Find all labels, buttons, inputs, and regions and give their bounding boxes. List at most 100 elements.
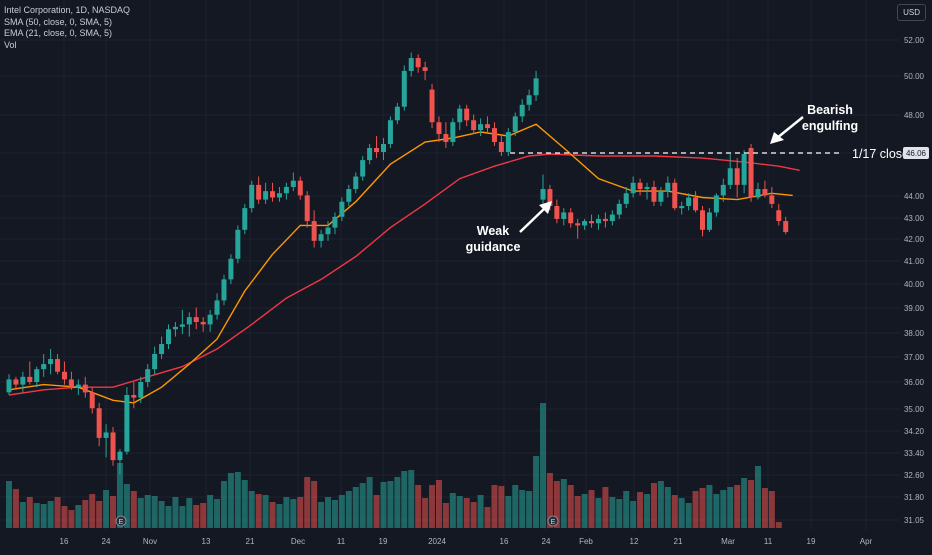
volume-bar xyxy=(456,496,463,528)
candle-body xyxy=(776,210,782,222)
candle-body xyxy=(575,223,581,226)
candle-body xyxy=(249,184,255,209)
candle-body xyxy=(665,182,671,192)
x-tick-label: 11 xyxy=(337,537,346,546)
legend-ema[interactable]: EMA (21, close, 0, SMA, 5) xyxy=(4,28,113,38)
y-tick-label: 31.80 xyxy=(904,493,925,502)
volume-bar xyxy=(172,497,179,528)
volume-bar xyxy=(588,490,595,528)
earnings-marker-icon[interactable]: E xyxy=(547,515,559,527)
volume-bar xyxy=(248,491,255,528)
volume-bar xyxy=(678,498,685,528)
legend-volume[interactable]: Vol xyxy=(4,39,17,50)
x-tick-label: Mar xyxy=(721,537,735,546)
volume-bar xyxy=(761,488,768,528)
candle-body xyxy=(145,369,151,382)
candle-body xyxy=(207,314,213,325)
volume-bar xyxy=(6,481,12,528)
candle-body xyxy=(276,193,282,198)
volume-bar xyxy=(685,503,692,528)
volume-bar xyxy=(567,485,574,528)
x-tick-label: Feb xyxy=(579,537,593,546)
volume-bar xyxy=(657,481,664,528)
volume-bar xyxy=(401,471,408,528)
currency-button[interactable]: USD xyxy=(897,4,926,21)
volume-bar xyxy=(297,497,304,528)
x-tick-label: 19 xyxy=(807,537,816,546)
candle-body xyxy=(27,376,33,382)
candle-body xyxy=(89,392,95,409)
volume-bar xyxy=(463,498,470,528)
volume-bar xyxy=(12,489,19,528)
volume-bar xyxy=(276,504,283,528)
y-tick-label: 31.05 xyxy=(904,516,925,525)
candle-body xyxy=(519,104,525,117)
candle-body xyxy=(339,201,345,217)
candle-body xyxy=(297,180,303,196)
legend-sma[interactable]: SMA (50, close, 0, SMA, 5) xyxy=(4,16,113,27)
candle-body xyxy=(727,168,733,185)
volume-bar xyxy=(123,484,130,528)
candle-body xyxy=(124,395,130,452)
candle-body xyxy=(485,124,491,129)
volume-bar xyxy=(408,470,415,528)
candle-body xyxy=(179,324,185,327)
volume-bar xyxy=(96,501,103,528)
candle-body xyxy=(595,218,601,224)
candle-body xyxy=(346,189,352,202)
weak-annotation-line2: guidance xyxy=(466,240,521,254)
candle-body xyxy=(713,195,719,213)
x-tick-label: 12 xyxy=(630,537,639,546)
volume-bar xyxy=(68,510,75,528)
candle-body xyxy=(526,95,532,105)
price-axis[interactable]: 52.0050.0048.0046.0044.0043.0042.0041.00… xyxy=(904,36,925,525)
volume-bar xyxy=(512,485,519,528)
volume-bar xyxy=(241,480,248,528)
candle-body xyxy=(679,205,685,209)
candle-body xyxy=(200,321,206,325)
candle-body xyxy=(172,326,178,330)
candle-body xyxy=(589,221,595,224)
price-label-box xyxy=(903,147,929,159)
volume-bar xyxy=(713,494,720,528)
candle-body xyxy=(256,184,262,200)
volume-bar xyxy=(706,485,713,528)
candle-body xyxy=(193,317,199,322)
legend-symbol[interactable]: Intel Corporation, 1D, NASDAQ xyxy=(4,5,131,15)
candle-body xyxy=(602,218,608,222)
candle-body xyxy=(353,176,359,190)
y-tick-label: 41.00 xyxy=(904,257,925,266)
candle-body xyxy=(394,106,400,121)
volume-bar xyxy=(637,492,644,528)
candle-body xyxy=(34,369,40,382)
volume-bar xyxy=(352,487,359,528)
candle-body xyxy=(228,258,234,280)
volume-bar xyxy=(331,500,338,528)
volume-bar xyxy=(75,505,82,528)
time-axis[interactable]: 16 24 Nov 13 21 Dec 11 19 2024 16 24 Feb 12 21 Mar 11 19… xyxy=(60,537,873,546)
y-tick-label: 40.00 xyxy=(904,280,925,289)
candle-body xyxy=(693,197,699,211)
volume-bar xyxy=(33,503,40,528)
earnings-marker-icon[interactable]: E xyxy=(115,515,127,527)
candle-body xyxy=(68,379,74,388)
volume-bar xyxy=(40,504,47,528)
volume-bar xyxy=(720,490,727,528)
volume-bar xyxy=(609,497,616,528)
candle-body xyxy=(769,195,775,204)
candle-body xyxy=(554,205,560,219)
svg-text:E: E xyxy=(119,519,124,526)
candle-body xyxy=(48,359,54,365)
candle-body xyxy=(429,89,435,123)
x-tick-label: 21 xyxy=(674,537,683,546)
y-tick-label: 48.00 xyxy=(904,111,925,120)
candle-body xyxy=(96,408,102,438)
volume-bar xyxy=(193,505,200,528)
volume-bar xyxy=(484,507,491,528)
x-tick-label: Dec xyxy=(291,537,305,546)
candle-body xyxy=(138,382,144,398)
weak-arrow-icon xyxy=(519,201,552,233)
y-tick-label: 43.00 xyxy=(904,214,925,223)
